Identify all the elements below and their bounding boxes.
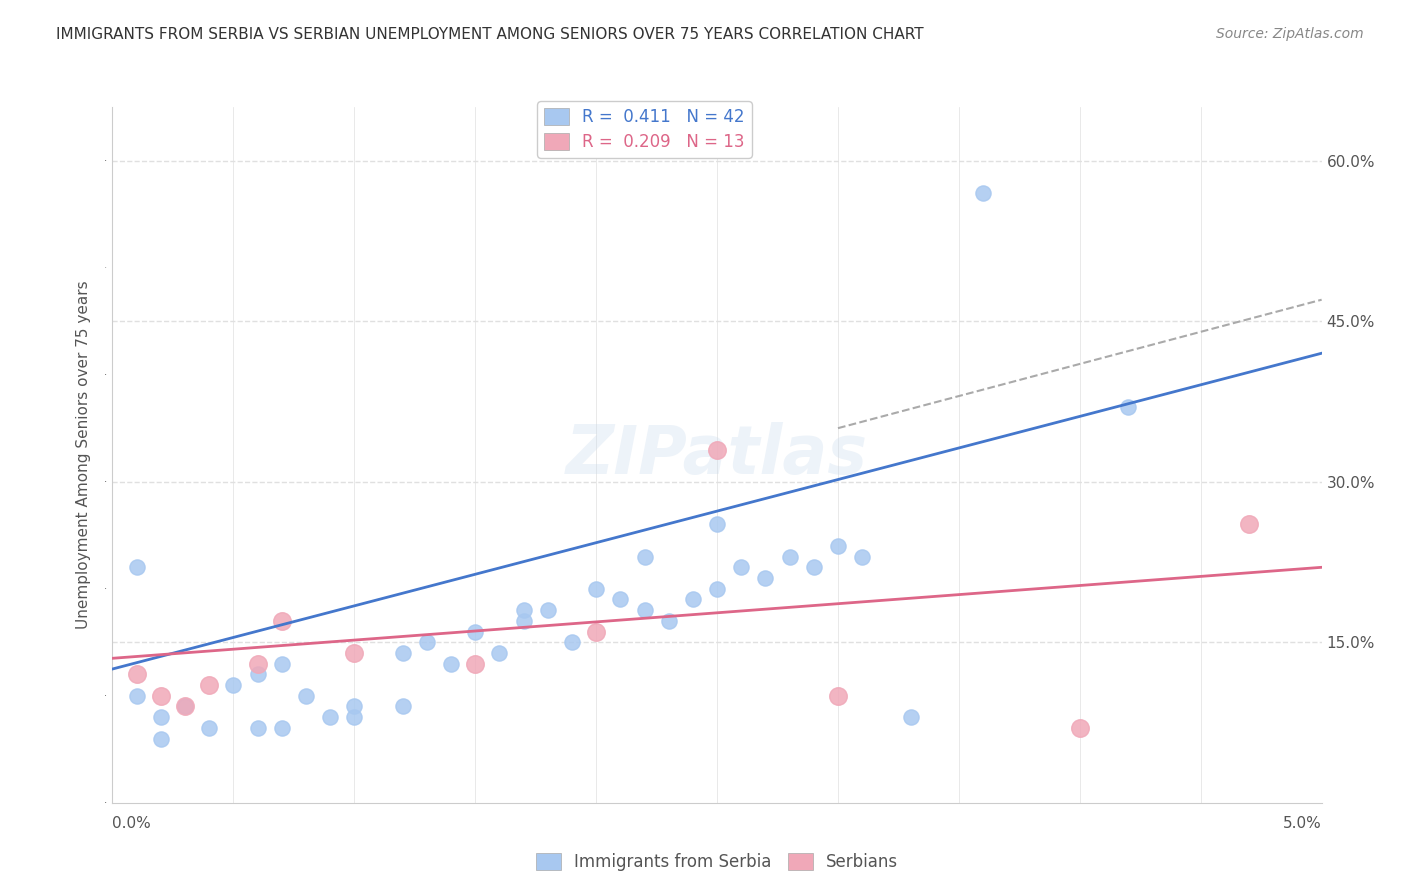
- Point: [537, 603, 560, 617]
- Point: [416, 635, 439, 649]
- Point: [561, 635, 583, 649]
- Point: [464, 624, 486, 639]
- Point: [730, 560, 752, 574]
- Point: [391, 646, 413, 660]
- Point: [270, 721, 292, 735]
- Point: [779, 549, 801, 564]
- Point: [706, 582, 728, 596]
- Point: [1116, 400, 1139, 414]
- Point: [488, 646, 510, 660]
- Point: [125, 689, 148, 703]
- Point: [198, 678, 221, 692]
- Point: [585, 582, 607, 596]
- Point: [174, 699, 197, 714]
- Y-axis label: Unemployment Among Seniors over 75 years: Unemployment Among Seniors over 75 years: [76, 281, 91, 629]
- Point: [464, 657, 486, 671]
- Point: [174, 699, 197, 714]
- Text: Source: ZipAtlas.com: Source: ZipAtlas.com: [1216, 27, 1364, 41]
- Point: [198, 721, 221, 735]
- Point: [149, 710, 172, 724]
- Point: [633, 549, 655, 564]
- Point: [682, 592, 704, 607]
- Point: [222, 678, 245, 692]
- Text: IMMIGRANTS FROM SERBIA VS SERBIAN UNEMPLOYMENT AMONG SENIORS OVER 75 YEARS CORRE: IMMIGRANTS FROM SERBIA VS SERBIAN UNEMPL…: [56, 27, 924, 42]
- Point: [706, 517, 728, 532]
- Point: [972, 186, 994, 200]
- Point: [149, 731, 172, 746]
- Legend: Immigrants from Serbia, Serbians: Immigrants from Serbia, Serbians: [529, 847, 905, 878]
- Point: [827, 689, 849, 703]
- Point: [295, 689, 318, 703]
- Point: [391, 699, 413, 714]
- Point: [270, 657, 292, 671]
- Point: [343, 646, 366, 660]
- Point: [149, 689, 172, 703]
- Point: [827, 539, 849, 553]
- Point: [851, 549, 873, 564]
- Point: [754, 571, 776, 585]
- Point: [512, 614, 534, 628]
- Point: [1237, 517, 1260, 532]
- Point: [803, 560, 825, 574]
- Point: [246, 657, 269, 671]
- Point: [125, 667, 148, 681]
- Text: ZIPatlas: ZIPatlas: [567, 422, 868, 488]
- Point: [319, 710, 342, 724]
- Text: 5.0%: 5.0%: [1282, 816, 1322, 831]
- Point: [609, 592, 631, 607]
- Point: [343, 699, 366, 714]
- Point: [633, 603, 655, 617]
- Point: [900, 710, 922, 724]
- Text: 0.0%: 0.0%: [112, 816, 152, 831]
- Point: [658, 614, 681, 628]
- Point: [706, 442, 728, 457]
- Point: [1069, 721, 1091, 735]
- Point: [246, 721, 269, 735]
- Point: [585, 624, 607, 639]
- Point: [343, 710, 366, 724]
- Point: [512, 603, 534, 617]
- Point: [270, 614, 292, 628]
- Point: [125, 560, 148, 574]
- Point: [246, 667, 269, 681]
- Point: [440, 657, 463, 671]
